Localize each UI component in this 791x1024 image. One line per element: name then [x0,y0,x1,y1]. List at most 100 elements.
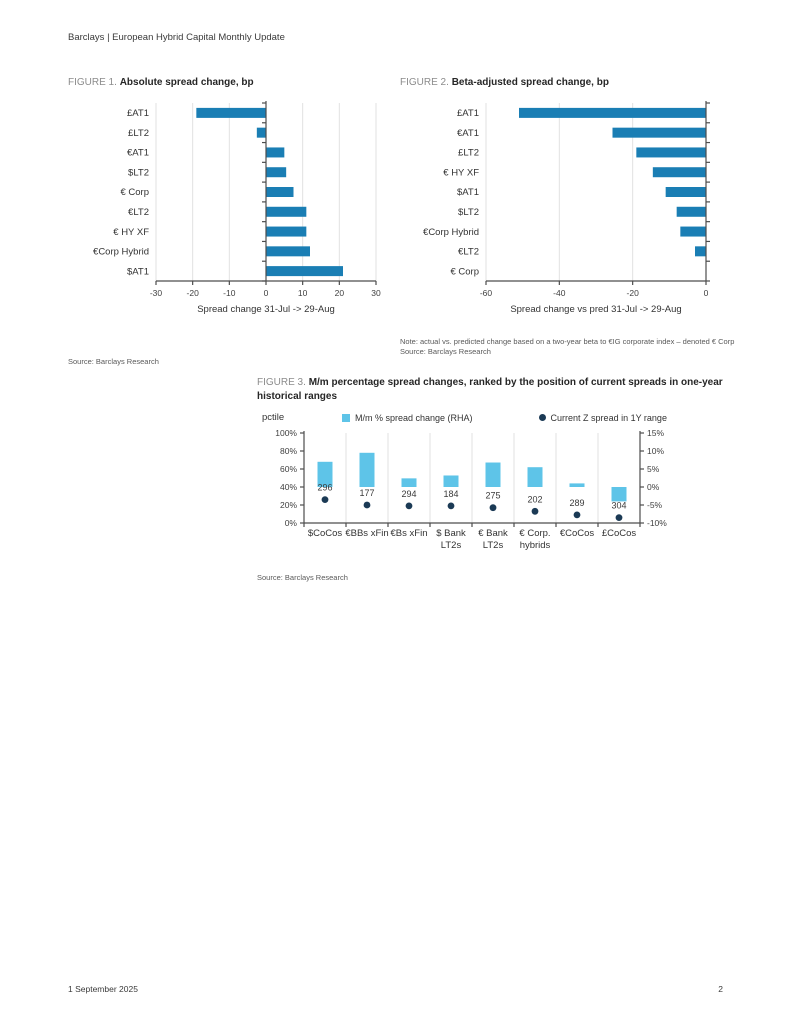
bar [652,166,706,177]
data-point [363,501,371,509]
legend-item-z-spread: Current Z spread in 1Y range [538,413,667,423]
axis-text: -60 [480,288,493,298]
bar [485,462,501,487]
axis-text: 100% [275,428,297,438]
bar [196,107,266,118]
cyan-square-icon [342,413,350,422]
axis-text: 0% [285,518,298,528]
axis-text: €LT2 [458,246,479,257]
axis-text: LT2s [441,540,462,551]
axis-text: 0% [647,482,660,492]
axis-text: 10% [647,446,664,456]
figure3-chart: 296 $CoCos 177 €BBs xFin 294 €Bs xFin 184 $ Ban… [275,428,667,551]
axis-text: $AT1 [457,187,479,198]
axis-text: -40 [553,288,566,298]
axis-text: € HY XF [443,167,479,178]
bar [266,265,343,276]
figure2-block: FIGURE 2. Beta-adjusted spread change, b… [400,76,738,358]
figure2-chart: £AT1 €AT1 £LT2 € HY XF $AT1 $LT2 €Corp Hybrid €… [423,100,710,315]
figure3-source: Source: Barclays Research [257,573,348,582]
axis-text: $ Bank [436,528,466,539]
axis-text: 30 [371,288,381,298]
bar [676,206,706,217]
data-point [615,514,623,521]
bar [317,461,333,487]
data-point [321,496,329,503]
figure3-number: FIGURE 3. [257,377,306,388]
axis-text: 304 [611,501,626,511]
bar [256,127,266,138]
bar [527,467,543,487]
axis-text: 0 [704,288,709,298]
axis-text: €BBs xFin [345,528,388,539]
axis-text: € Corp. [519,528,550,539]
axis-text: $LT2 [458,206,479,217]
axis-text: 275 [485,491,500,501]
axis-text: € HY XF [113,226,149,237]
figure1-number: FIGURE 1. [68,77,117,88]
axis-text: 296 [317,483,332,493]
axis-text: -20 [627,288,640,298]
axis-text: -20 [187,288,200,298]
navy-dot-icon [538,414,546,421]
figure2-caption: Beta-adjusted spread change, bp [451,77,609,88]
bar [665,186,706,197]
axis-text: 289 [569,498,584,508]
axis-text: €AT1 [457,127,479,138]
axis-text: 0 [264,288,269,298]
footer-date: 1 September 2025 [68,984,138,994]
axis-text: 10 [298,288,308,298]
figure3-caption: M/m percentage spread changes, ranked by… [257,377,723,402]
legend-label: M/m % spread change (RHA) [355,412,473,423]
axis-text: 15% [647,428,664,438]
figure3-block: FIGURE 3. M/m percentage spread changes,… [257,376,735,584]
axis-text: Spread change vs pred 31-Jul -> 29-Aug [510,304,681,315]
axis-text: $CoCos [308,528,343,539]
bar [266,186,294,197]
legend-item-spread-change: M/m % spread change (RHA) [342,413,473,423]
figure3-title: FIGURE 3. M/m percentage spread changes,… [257,376,735,403]
axis-text: €CoCos [560,528,595,539]
document-header: Barclays | European Hybrid Capital Month… [68,32,285,43]
axis-text: $AT1 [127,266,149,277]
axis-text: £LT2 [458,147,479,158]
axis-text: $LT2 [128,167,149,178]
figure1-caption: Absolute spread change, bp [119,77,254,88]
bar [443,475,459,487]
bar [266,206,307,217]
axis-text: 177 [359,488,374,498]
bar [611,487,627,502]
axis-text: 20% [280,500,297,510]
axis-text: hybrids [520,540,551,551]
axis-text: -30 [150,288,163,298]
axis-text: £AT1 [127,108,149,119]
figure3-legend: pctile M/m % spread change (RHA) Current… [257,412,735,423]
bar [266,166,287,177]
axis-text: €LT2 [128,206,149,217]
axis-text: €Corp Hybrid [93,246,149,257]
axis-text: 202 [527,494,542,504]
axis-text: 294 [401,489,416,499]
figure2-note: Note: actual vs. predicted change based … [400,336,735,346]
bar [569,483,585,487]
figure1-title: FIGURE 1. Absolute spread change, bp [68,76,390,90]
bar [266,245,310,256]
data-point [573,511,581,519]
bar [519,107,706,118]
figure1-chart: £AT1 £LT2 €AT1 $LT2 € Corp €LT2 € HY XF €Corp H… [93,100,381,315]
axis-text: -10 [223,288,236,298]
axis-text: € Corp [120,187,149,198]
figure2-title: FIGURE 2. Beta-adjusted spread change, b… [400,76,738,90]
bar [680,226,706,237]
axis-text: €Bs xFin [391,528,428,539]
axis-text: 80% [280,446,297,456]
bar [359,452,375,487]
figure2-number: FIGURE 2. [400,77,449,88]
axis-text: £CoCos [602,528,637,539]
data-point [531,507,539,515]
axis-text: 60% [280,464,297,474]
data-point [447,502,455,510]
bar [612,127,706,138]
figure1-block: FIGURE 1. Absolute spread change, bp £AT… [68,76,390,367]
